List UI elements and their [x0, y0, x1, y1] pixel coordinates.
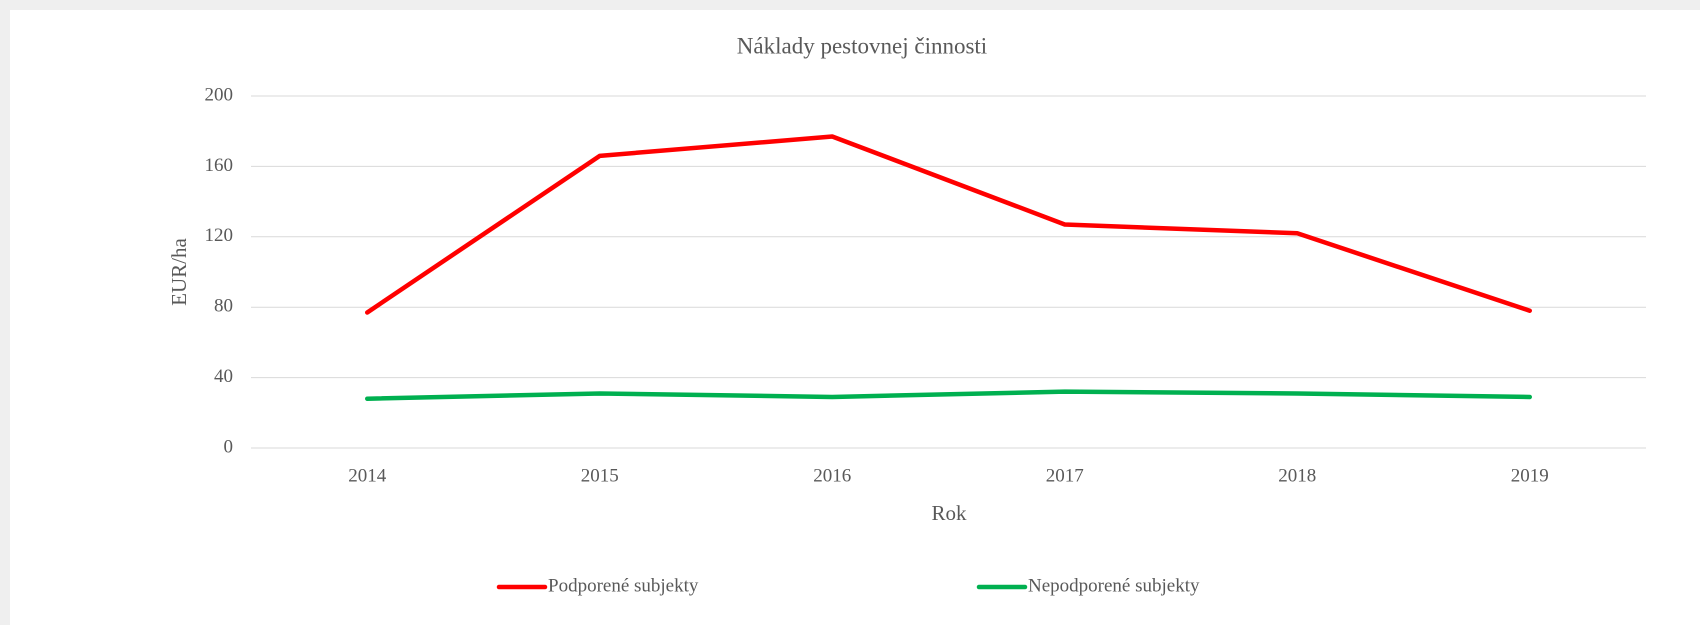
y-tick-label: 80: [214, 296, 233, 317]
y-tick-label: 120: [205, 225, 234, 246]
y-tick-label: 40: [214, 366, 233, 387]
x-tick-label: 2016: [813, 465, 851, 486]
x-tick-label: 2017: [1046, 465, 1084, 486]
x-tick-label: 2014: [348, 465, 387, 486]
x-tick-label: 2015: [581, 465, 619, 486]
legend-label: Podporené subjekty: [548, 575, 699, 596]
x-tick-label: 2019: [1511, 465, 1549, 486]
x-axis-title: Rok: [931, 501, 967, 525]
y-tick-label: 0: [224, 436, 234, 457]
chart-area: [10, 10, 1700, 625]
y-tick-label: 200: [205, 84, 234, 105]
x-tick-label: 2018: [1278, 465, 1316, 486]
data-line: [365, 134, 1532, 315]
legend-label: Nepodporené subjekty: [1028, 575, 1200, 596]
y-tick-label: 160: [205, 155, 234, 176]
chart-title: Náklady pestovnej činnosti: [737, 33, 987, 58]
y-axis-title: EUR/ha: [167, 237, 191, 305]
data-line: [365, 389, 1532, 401]
